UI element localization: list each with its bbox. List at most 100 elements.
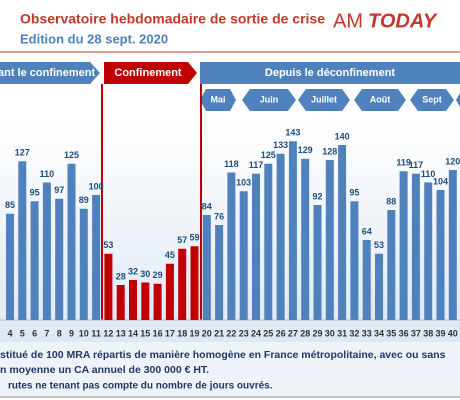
data-label: 45	[165, 250, 175, 260]
x-tick-label: 19	[189, 328, 199, 338]
data-label: 100	[89, 181, 104, 191]
data-label: 118	[224, 159, 239, 169]
data-label: 117	[249, 160, 264, 170]
data-label: 110	[40, 169, 55, 179]
x-tick-label: 18	[177, 328, 187, 338]
bar	[264, 163, 273, 320]
footer-note: rutes ne tenant pas compte du nombre de …	[8, 381, 273, 392]
month-label: Sept	[422, 94, 442, 104]
data-label: 88	[386, 196, 396, 206]
x-tick-label: 7	[44, 328, 49, 338]
bar	[129, 280, 137, 320]
x-tick-label: 40	[448, 328, 458, 338]
bar	[6, 213, 14, 320]
bar	[338, 145, 347, 320]
data-label: 120	[445, 156, 460, 166]
x-tick-label: 6	[32, 328, 37, 338]
x-tick-label: 11	[91, 328, 101, 338]
bar	[190, 246, 199, 320]
data-label: 28	[116, 271, 126, 281]
x-tick-label: 23	[239, 328, 249, 338]
data-label: 129	[298, 145, 313, 155]
bar	[18, 161, 27, 320]
data-label: 143	[285, 128, 300, 138]
chart-title: Observatoire hebdomadaire de sortie de c…	[20, 11, 325, 27]
period-label: ant le confinement	[0, 67, 96, 79]
month-arrow	[200, 89, 236, 111]
bar	[104, 253, 113, 320]
bar	[215, 225, 224, 320]
x-tick-label: 30	[325, 328, 335, 338]
bar	[276, 153, 285, 320]
data-label: 92	[312, 191, 322, 201]
period-label: Depuis le déconfinement	[265, 67, 396, 79]
x-tick-label: 22	[226, 328, 236, 338]
month-arrow	[456, 93, 460, 107]
x-tick-label: 34	[374, 328, 384, 338]
bar	[362, 240, 371, 320]
data-label: 133	[273, 140, 288, 150]
month-arrow	[354, 89, 406, 111]
x-tick-label: 15	[140, 328, 150, 338]
x-tick-label: 17	[165, 328, 175, 338]
bar	[141, 282, 150, 320]
data-label: 84	[202, 201, 212, 211]
bar	[436, 190, 445, 320]
data-label: 104	[433, 176, 448, 186]
bar	[411, 173, 420, 320]
bar	[239, 191, 248, 320]
bar	[116, 285, 125, 320]
bar	[165, 263, 174, 320]
x-tick-label: 35	[386, 328, 396, 338]
bar	[375, 253, 383, 320]
bar	[153, 283, 162, 320]
period-label: Confinement	[114, 67, 182, 79]
x-tick-label: 26	[276, 328, 286, 338]
footer-background	[0, 342, 460, 398]
x-tick-label: 31	[337, 328, 347, 338]
data-label: 64	[362, 226, 372, 236]
data-label: 76	[214, 211, 224, 221]
data-label: 53	[374, 240, 384, 250]
x-tick-label: 10	[79, 328, 89, 338]
period-banner	[200, 62, 460, 84]
x-tick-label: 28	[300, 328, 310, 338]
bar	[424, 182, 433, 320]
data-label: 127	[15, 148, 30, 158]
bar	[55, 198, 64, 320]
footer-note: n moyenne un CA annuel de 300 000 € HT.	[0, 364, 209, 376]
month-label: Août	[370, 94, 391, 104]
period-banner	[104, 62, 197, 84]
bar	[67, 163, 76, 320]
x-tick-label: 9	[69, 328, 74, 338]
bar	[350, 201, 359, 320]
data-label: 110	[421, 169, 436, 179]
x-tick-label: 25	[263, 328, 273, 338]
data-label: 117	[409, 160, 424, 170]
x-tick-label: 33	[362, 328, 372, 338]
bars: 8541275956110797812598910100115312281332…	[5, 128, 460, 339]
bar	[227, 172, 236, 320]
data-label: 125	[64, 150, 79, 160]
x-tick-label: 38	[423, 328, 433, 338]
bar	[202, 215, 211, 320]
x-tick-label: 12	[103, 328, 113, 338]
x-tick-label: 20	[202, 328, 212, 338]
month-label: Juillet	[311, 94, 337, 104]
data-label: 85	[5, 200, 15, 210]
x-tick-label: 13	[116, 328, 126, 338]
x-tick-label: 37	[411, 328, 421, 338]
bar	[178, 248, 187, 320]
chart-subtitle: Edition du 28 sept. 2020	[20, 31, 168, 46]
month-arrow	[410, 89, 454, 111]
data-label: 29	[153, 270, 163, 280]
bar	[387, 210, 396, 320]
bar	[399, 171, 408, 320]
bar	[92, 195, 101, 320]
data-label: 32	[128, 266, 138, 276]
bar	[313, 205, 322, 320]
bar	[42, 182, 51, 320]
data-label: 95	[30, 188, 40, 198]
x-tick-label: 29	[312, 328, 322, 338]
